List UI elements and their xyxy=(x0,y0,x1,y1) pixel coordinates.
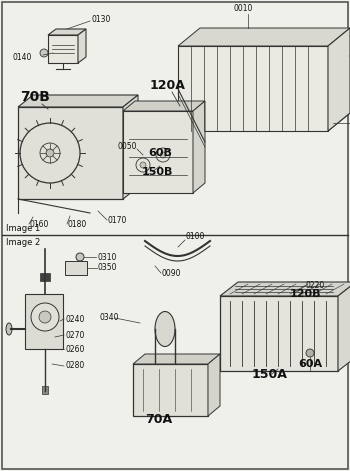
Bar xyxy=(40,273,50,281)
Circle shape xyxy=(39,311,51,323)
Polygon shape xyxy=(18,107,123,199)
Text: 70A: 70A xyxy=(145,413,172,426)
Text: 60B: 60B xyxy=(148,148,172,158)
Bar xyxy=(25,294,63,349)
Ellipse shape xyxy=(155,358,175,368)
Polygon shape xyxy=(48,29,86,35)
Circle shape xyxy=(76,253,84,261)
Polygon shape xyxy=(18,95,138,107)
Text: 0220: 0220 xyxy=(306,282,325,291)
Text: 0350: 0350 xyxy=(98,263,118,273)
Text: 0010: 0010 xyxy=(233,4,253,13)
Text: 0160: 0160 xyxy=(30,220,49,229)
Text: 120B: 120B xyxy=(290,289,322,299)
Polygon shape xyxy=(48,35,78,63)
Text: 150B: 150B xyxy=(142,167,173,177)
Text: 0050: 0050 xyxy=(118,142,137,151)
Text: 0310: 0310 xyxy=(97,252,116,261)
Text: 0270: 0270 xyxy=(65,331,84,340)
Circle shape xyxy=(40,49,48,57)
Polygon shape xyxy=(123,101,205,111)
Text: 60A: 60A xyxy=(298,359,322,369)
Circle shape xyxy=(31,303,59,331)
Text: 70B: 70B xyxy=(20,90,50,104)
Text: 150A: 150A xyxy=(252,368,288,381)
Text: Image 1: Image 1 xyxy=(6,224,40,233)
Circle shape xyxy=(306,349,314,357)
Polygon shape xyxy=(178,113,350,131)
Text: 0180: 0180 xyxy=(68,220,87,229)
Polygon shape xyxy=(193,101,205,193)
Text: 0170: 0170 xyxy=(108,216,127,225)
Text: 0130: 0130 xyxy=(91,16,110,24)
Text: 0100: 0100 xyxy=(186,232,205,241)
Polygon shape xyxy=(220,296,338,371)
Polygon shape xyxy=(78,29,86,63)
Text: 0090: 0090 xyxy=(162,269,182,278)
Polygon shape xyxy=(123,95,138,199)
Text: 0240: 0240 xyxy=(65,315,84,324)
FancyBboxPatch shape xyxy=(65,261,87,275)
Polygon shape xyxy=(208,354,220,416)
Polygon shape xyxy=(178,28,350,46)
Polygon shape xyxy=(178,46,328,131)
Text: 0340: 0340 xyxy=(100,314,119,323)
Text: 0140: 0140 xyxy=(13,52,32,62)
Polygon shape xyxy=(133,354,220,364)
Circle shape xyxy=(46,149,54,157)
Circle shape xyxy=(140,162,146,168)
Text: 0280: 0280 xyxy=(65,362,84,371)
Text: 0260: 0260 xyxy=(65,344,84,354)
Text: Image 2: Image 2 xyxy=(6,238,40,247)
Polygon shape xyxy=(328,28,350,131)
Ellipse shape xyxy=(155,311,175,347)
Bar xyxy=(133,364,208,416)
Text: 120A: 120A xyxy=(150,79,186,92)
Polygon shape xyxy=(123,111,193,193)
Polygon shape xyxy=(338,282,350,371)
Polygon shape xyxy=(220,282,350,296)
Ellipse shape xyxy=(6,323,12,335)
Circle shape xyxy=(160,152,166,158)
Bar xyxy=(42,386,48,394)
